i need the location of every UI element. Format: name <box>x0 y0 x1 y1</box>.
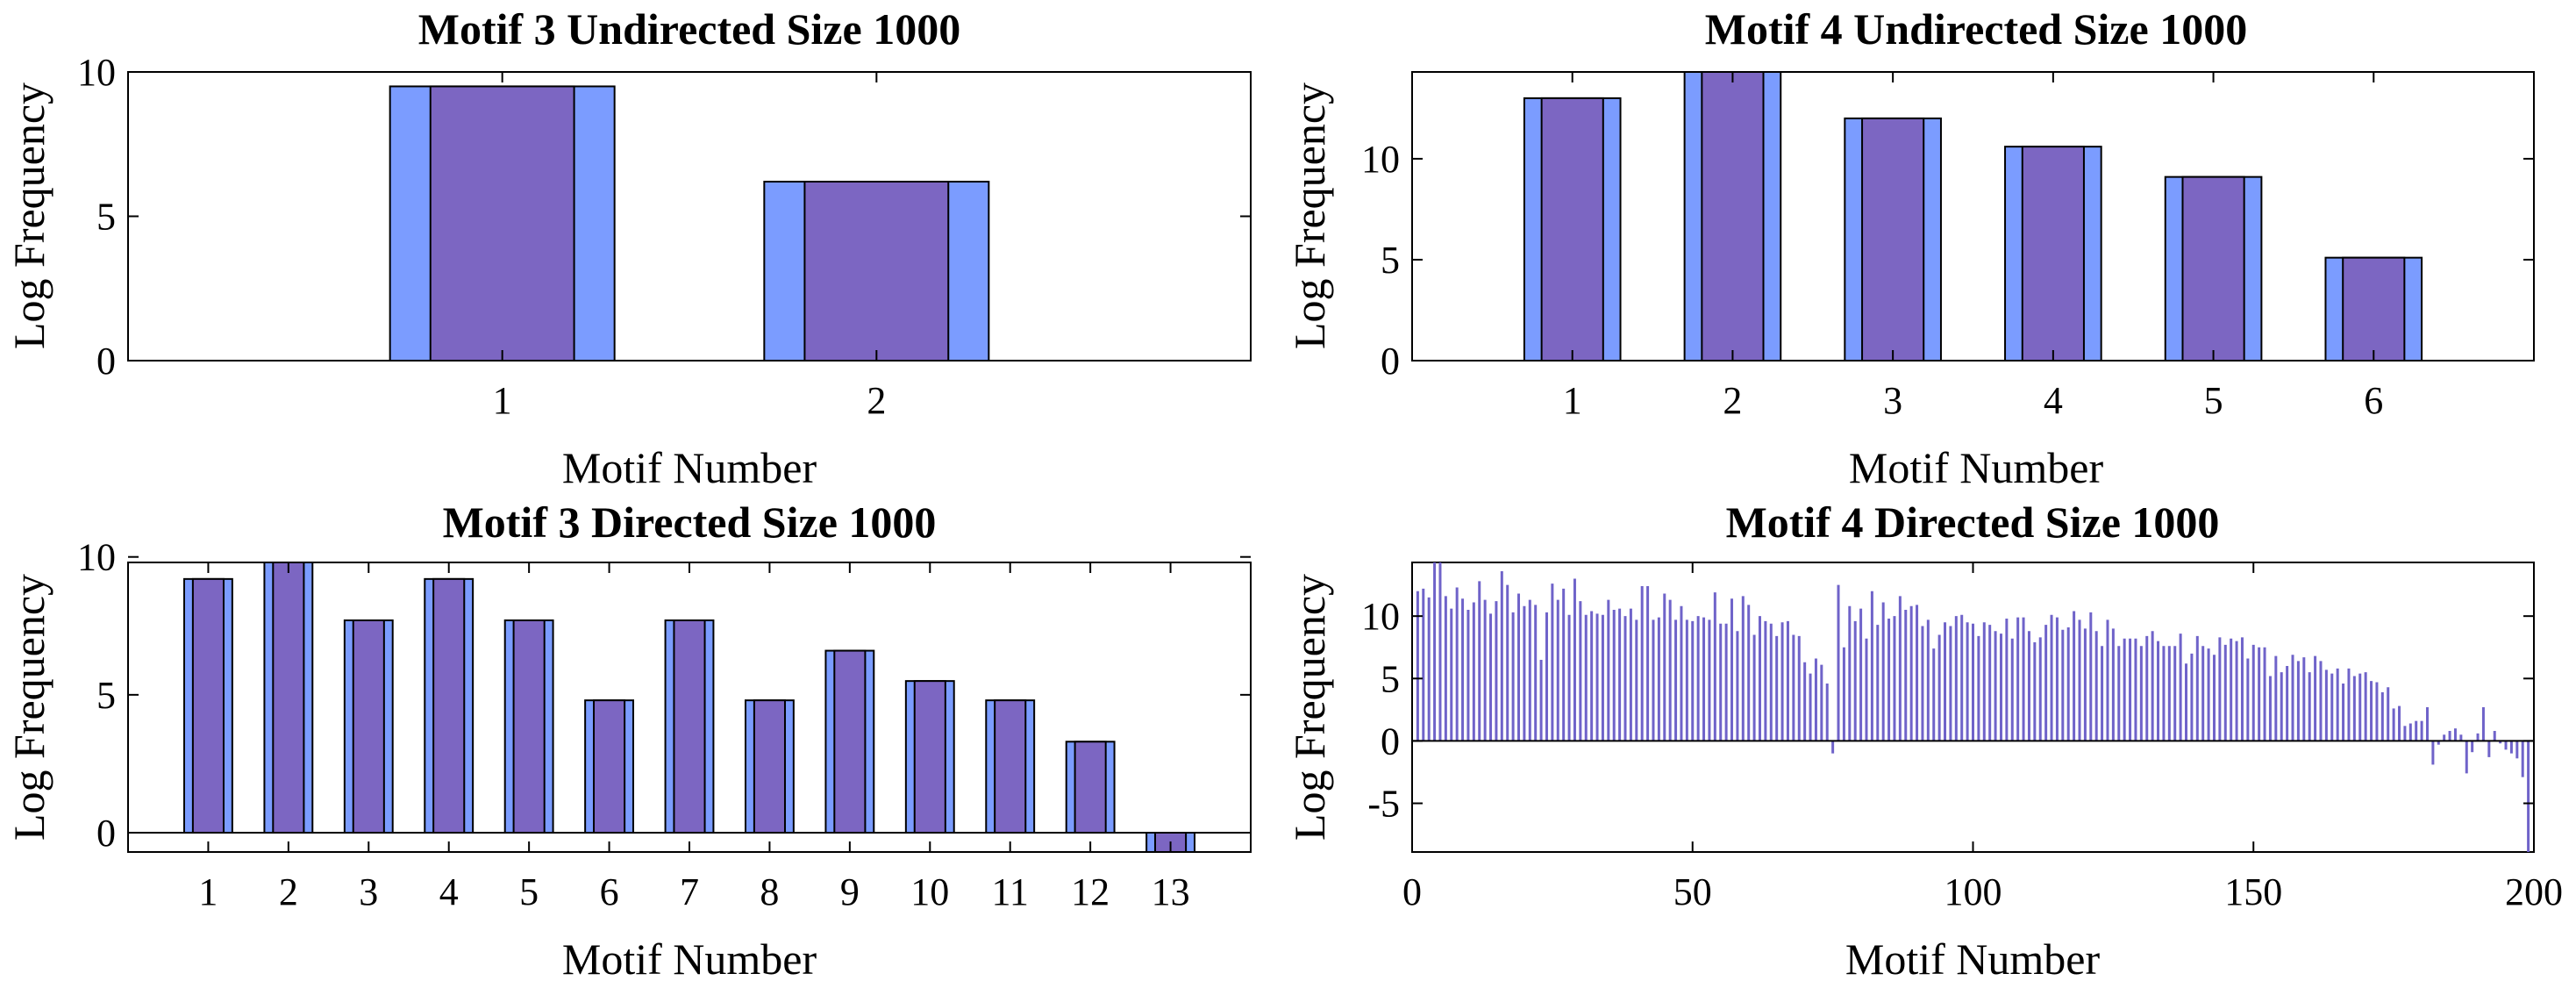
x-tick-label: 11 <box>992 870 1029 913</box>
bar-inner-3 <box>352 619 385 834</box>
bars-group <box>128 562 1251 853</box>
x-tick-label: 12 <box>1071 870 1110 913</box>
chart-title: Motif 3 Directed Size 1000 <box>443 498 937 547</box>
bar-inner-5 <box>512 619 546 834</box>
x-tick-label: 5 <box>519 870 539 913</box>
bar-inner-2 <box>803 181 950 362</box>
bar-inner-1 <box>191 577 225 834</box>
y-tick-label: 0 <box>1381 340 1400 383</box>
x-tick-label: 0 <box>1402 870 1422 913</box>
x-tick-label: 3 <box>359 870 378 913</box>
y-tick-labels: 0 5 10 <box>1361 138 2534 383</box>
x-tick-label: 50 <box>1673 870 1712 913</box>
x-axis-label: Motif Number <box>1849 443 2104 492</box>
bar-inner-6 <box>2342 256 2406 362</box>
stems-group <box>1412 562 2534 852</box>
bar-inner-2 <box>272 562 305 834</box>
y-axis-label: Log Frequency <box>4 82 54 349</box>
bar-inner-8 <box>753 699 786 834</box>
chart-title: Motif 4 Directed Size 1000 <box>1726 498 2220 547</box>
x-tick-label: 1 <box>198 870 218 913</box>
y-tick-label: 5 <box>96 196 116 239</box>
y-tick-label: 5 <box>1381 239 1400 282</box>
x-tick-label: 4 <box>2044 379 2063 422</box>
y-tick-label: 10 <box>77 536 116 579</box>
y-tick-label: 10 <box>1361 138 1400 181</box>
x-tick-label: 150 <box>2224 870 2282 913</box>
x-tick-label: 5 <box>2204 379 2223 422</box>
bar-inner-2 <box>1701 71 1765 362</box>
x-axis-label: Motif Number <box>562 443 817 492</box>
x-tick-label: 4 <box>439 870 459 913</box>
y-tick-label: -5 <box>1367 783 1400 826</box>
y-tick-label: 0 <box>96 812 116 855</box>
bar-inner-7 <box>673 619 706 834</box>
y-tick-label: 5 <box>1381 657 1400 700</box>
x-axis-label: Motif Number <box>562 934 817 984</box>
x-tick-label: 3 <box>1883 379 1902 422</box>
x-tick-label: 1 <box>493 379 512 422</box>
x-tick-label: 2 <box>279 870 298 913</box>
bars-group <box>1523 71 2423 362</box>
panel-motif3-directed: Motif 3 Directed Size 1000 1 2 3 4 5 6 7 8 9 10 11… <box>4 498 1252 984</box>
y-axis-label: Log Frequency <box>1285 82 1334 349</box>
x-tick-label: 2 <box>1723 379 1742 422</box>
x-tick-label: 10 <box>910 870 949 913</box>
x-tick-labels: 1 2 3 4 5 6 7 8 9 10 11 12 13 <box>198 562 1190 913</box>
x-tick-label: 200 <box>2505 870 2563 913</box>
y-tick-labels: -5 0 5 10 <box>1361 595 2534 826</box>
bar-inner-11 <box>994 699 1027 834</box>
y-tick-label: 10 <box>1361 595 1400 638</box>
x-tick-labels: 0 50 100 150 200 <box>1402 562 2563 913</box>
bar-inner-9 <box>833 649 867 834</box>
x-tick-label: 13 <box>1152 870 1190 913</box>
x-tick-label: 6 <box>2364 379 2383 422</box>
bar-inner-10 <box>913 680 946 834</box>
y-tick-labels: 0 5 10 <box>77 536 1251 855</box>
chart-title: Motif 3 Undirected Size 1000 <box>418 4 960 54</box>
x-tick-label: 2 <box>867 379 886 422</box>
x-tick-labels: 1 2 3 4 5 6 <box>1563 72 2383 422</box>
bars-group <box>389 85 990 362</box>
x-tick-label: 7 <box>680 870 699 913</box>
y-axis-label: Log Frequency <box>4 574 54 841</box>
bar-inner-1 <box>1540 97 1604 362</box>
y-tick-label: 10 <box>77 51 116 94</box>
x-tick-label: 100 <box>1944 870 2002 913</box>
y-tick-label: 0 <box>1381 720 1400 762</box>
bar-inner-5 <box>2181 175 2245 362</box>
x-tick-label: 1 <box>1563 379 1582 422</box>
bar-inner-3 <box>1861 117 1925 362</box>
x-tick-label: 8 <box>760 870 779 913</box>
panel-motif4-directed: Motif 4 Directed Size 1000 0 50 100 150 200 … <box>1285 498 2563 984</box>
x-axis-label: Motif Number <box>1845 934 2101 984</box>
bar-inner-4 <box>432 577 466 834</box>
bar-inner-6 <box>593 699 626 834</box>
chart-title: Motif 4 Undirected Size 1000 <box>1705 4 2247 54</box>
bar-inner-12 <box>1074 741 1107 834</box>
y-tick-label: 5 <box>96 674 116 717</box>
bar-inner-1 <box>429 85 575 362</box>
x-tick-label: 9 <box>840 870 860 913</box>
x-tick-label: 6 <box>600 870 619 913</box>
bar-inner-4 <box>2021 146 2085 362</box>
panel-motif4-undirected: Motif 4 Undirected Size 1000 1 2 3 4 5 6 0 5 10… <box>1285 4 2535 492</box>
y-tick-label: 0 <box>96 340 116 383</box>
y-tick-labels: 0 5 10 <box>77 51 1251 383</box>
y-axis-label: Log Frequency <box>1285 574 1334 841</box>
plot-area <box>127 71 1252 362</box>
